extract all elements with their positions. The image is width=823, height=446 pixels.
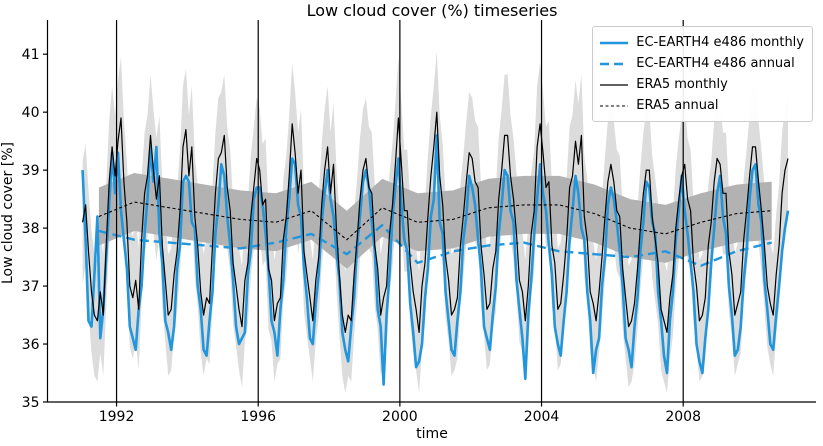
y-tick-label: 41 — [22, 47, 40, 63]
legend-item-ece-monthly: EC-EARTH4 e486 monthly — [599, 32, 804, 53]
dotted-line-sample-icon — [600, 104, 629, 107]
legend: EC-EARTH4 e486 monthly EC-EARTH4 e486 an… — [592, 26, 813, 122]
era5-annual-line — [98, 201, 772, 241]
monthly-spread-band — [82, 51, 789, 394]
x-tick-label: 2004 — [524, 409, 560, 425]
y-tick-label: 39 — [22, 163, 40, 179]
legend-item-label: ERA5 monthly — [636, 77, 728, 92]
x-tick-label: 2000 — [382, 409, 418, 425]
y-tick-label: 37 — [22, 279, 40, 295]
line-sample-icon — [600, 41, 629, 44]
plot-data-layer — [81, 51, 790, 394]
legend-item-era5-annual: ERA5 annual — [599, 95, 804, 116]
y-tick-label: 36 — [22, 337, 40, 353]
chart-title: Low cloud cover (%) timeseries — [306, 1, 558, 20]
x-tick-label: 1992 — [99, 409, 135, 425]
line-sample-icon — [600, 83, 629, 86]
y-axis-label: Low cloud cover [%] — [0, 142, 16, 284]
ec-earth4-e486-annual-line — [98, 223, 772, 267]
legend-item-label: ERA5 annual — [636, 98, 719, 113]
x-tick-label: 2008 — [665, 409, 701, 425]
y-tick-label: 35 — [22, 395, 40, 411]
legend-item-label: EC-EARTH4 e486 monthly — [636, 35, 804, 50]
legend-item-label: EC-EARTH4 e486 annual — [636, 56, 795, 71]
legend-item-ece-annual: EC-EARTH4 e486 annual — [599, 53, 804, 74]
y-tick-label: 38 — [22, 221, 40, 237]
dashed-line-sample-icon — [600, 62, 629, 65]
y-tick-label: 40 — [22, 105, 40, 121]
legend-item-era5-monthly: ERA5 monthly — [599, 74, 804, 95]
era5-monthly-line — [82, 111, 789, 333]
x-axis-label: time — [416, 426, 448, 442]
x-tick-label: 1996 — [240, 409, 276, 425]
ec-earth4-e486-monthly-line — [81, 134, 790, 386]
